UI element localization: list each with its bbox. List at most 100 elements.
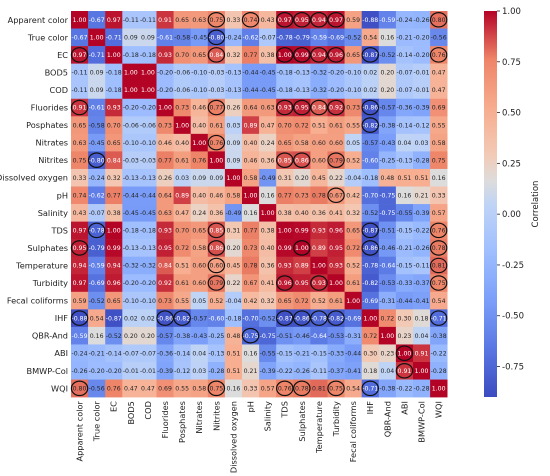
heatmap-cell — [139, 63, 157, 82]
cell-value-label: 0.47 — [175, 210, 189, 217]
heatmap-cell — [71, 11, 89, 29]
cell-value-label: 0.09 — [90, 87, 104, 94]
cell-value-label: 1.00 — [432, 386, 446, 393]
cell-value-label: 0.05 — [192, 298, 206, 305]
cell-value-label: 0.09 — [227, 157, 241, 164]
y-tick-label: Nitrates — [35, 138, 68, 148]
highlight-ring — [361, 99, 380, 116]
cell-value-label: 0.70 — [175, 52, 189, 59]
cell-value-label: -0.31 — [379, 298, 395, 305]
highlight-ring — [327, 99, 345, 116]
cell-value-label: -0.18 — [123, 228, 139, 235]
heatmap-cell — [207, 186, 226, 205]
heatmap-cell — [344, 221, 362, 240]
cell-value-label: -0.10 — [191, 87, 207, 94]
y-tick-label: BOD5 — [45, 67, 68, 77]
heatmap-cell — [71, 116, 89, 135]
highlight-ring — [70, 47, 89, 63]
cell-value-label: 0.93 — [312, 228, 326, 235]
heatmap-cell — [276, 186, 294, 205]
cell-value-label: 0.03 — [175, 175, 189, 182]
cell-value-label: -0.06 — [123, 122, 139, 129]
cell-value-label: -0.43 — [379, 140, 395, 147]
cell-value-label: 0.92 — [329, 105, 343, 112]
highlight-ring — [361, 240, 380, 256]
cell-value-label: 0.94 — [73, 263, 87, 270]
cell-value-label: 0.38 — [107, 210, 121, 217]
heatmap-cell — [413, 274, 431, 293]
heatmap-cell — [105, 204, 123, 222]
heatmap-cell — [139, 239, 157, 257]
y-tick-label: WQI — [51, 383, 68, 393]
heatmap-cell — [156, 256, 174, 275]
heatmap-cell — [242, 186, 260, 205]
cell-value-label: 0.09 — [192, 175, 206, 182]
cell-value-label: 0.67 — [329, 192, 343, 199]
heatmap-cell — [378, 274, 397, 293]
heatmap-cell — [139, 204, 157, 222]
heatmap-cell — [310, 98, 328, 117]
heatmap-cell — [327, 256, 345, 275]
cell-value-label: 0.78 — [432, 245, 446, 252]
cell-value-label: -0.69 — [328, 35, 344, 42]
cell-value-label: -0.67 — [72, 35, 88, 42]
cell-value-label: -0.64 — [379, 263, 395, 270]
cell-value-label: 0.02 — [141, 315, 155, 322]
heatmap-cell — [413, 11, 431, 29]
cell-value-label: -0.13 — [396, 157, 412, 164]
heatmap-cell — [156, 151, 174, 170]
cell-value-label: -0.21 — [89, 350, 105, 357]
cell-value-label: -0.88 — [72, 315, 88, 322]
cell-value-label: -0.59 — [72, 333, 88, 340]
heatmap-cell — [344, 151, 362, 170]
heatmap-cell — [378, 168, 397, 187]
heatmap-cell — [293, 362, 311, 380]
heatmap-cell — [395, 98, 414, 117]
heatmap-cell — [361, 309, 380, 328]
heatmap-cell — [259, 46, 277, 64]
heatmap-cell — [88, 344, 106, 363]
heatmap-cell — [173, 133, 191, 152]
cell-value-label: -0.44 — [243, 87, 259, 94]
heatmap-cell — [310, 133, 328, 152]
heatmap-cell — [224, 151, 243, 170]
heatmap-cell — [224, 11, 243, 29]
cell-value-label: 0.70 — [175, 228, 189, 235]
heatmap-cell — [276, 133, 294, 152]
cell-value-label: -0.24 — [396, 17, 412, 24]
heatmap-cell — [413, 151, 431, 170]
heatmap-cell — [259, 11, 277, 29]
cell-value-label: -0.43 — [191, 333, 207, 340]
cell-value-label: 0.38 — [261, 228, 275, 235]
highlight-ring — [395, 362, 414, 379]
cell-value-label: 0.99 — [278, 245, 292, 252]
heatmap-cell — [156, 204, 174, 222]
heatmap-cell — [361, 11, 380, 29]
heatmap-cell — [259, 362, 277, 380]
heatmap-cell — [88, 379, 106, 398]
cell-value-label: 0.72 — [295, 298, 309, 305]
cell-value-label: -0.18 — [123, 52, 139, 59]
cell-value-label: 0.03 — [415, 140, 429, 147]
heatmap-cell — [395, 362, 414, 380]
heatmap-cell — [327, 116, 345, 135]
cell-value-label: 0.20 — [295, 175, 309, 182]
cell-value-label: 0.63 — [261, 105, 275, 112]
cell-value-label: -0.32 — [140, 263, 156, 270]
heatmap-cell — [430, 379, 448, 398]
highlight-ring — [276, 11, 294, 28]
cell-value-label: -0.69 — [362, 298, 378, 305]
heatmap-cell — [310, 274, 328, 293]
cell-value-label: -0.07 — [123, 350, 139, 357]
cell-value-label: -0.46 — [294, 333, 310, 340]
cell-value-label: -0.18 — [277, 70, 293, 77]
cell-value-label: -0.24 — [225, 35, 241, 42]
heatmap-cell — [190, 151, 209, 170]
heatmap-cell — [105, 309, 123, 328]
cell-value-label: 0.63 — [192, 17, 206, 24]
heatmap-cell — [378, 63, 397, 82]
heatmap-cell — [173, 28, 191, 47]
cell-value-label: 0.89 — [295, 263, 309, 270]
cell-value-label: -0.55 — [260, 350, 276, 357]
